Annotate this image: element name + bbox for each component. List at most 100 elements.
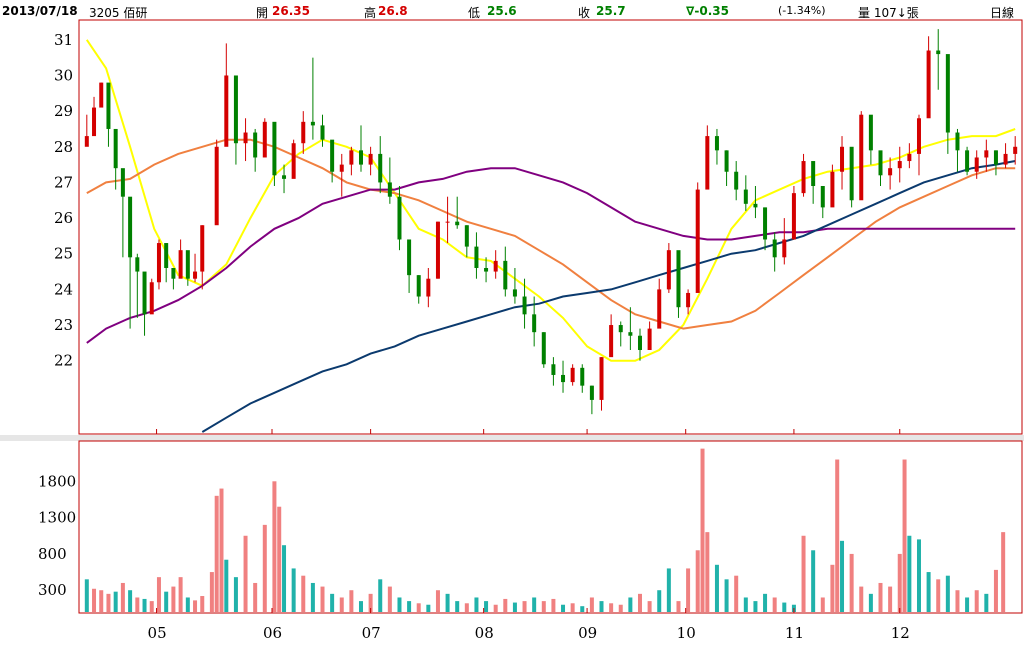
candle-body	[455, 221, 460, 226]
volume-bar	[193, 600, 198, 612]
candle-body	[407, 239, 412, 276]
candle-body	[859, 114, 864, 201]
candle-body	[484, 268, 489, 272]
volume-bar	[445, 593, 450, 612]
candle-body	[628, 332, 633, 336]
candle-body	[657, 289, 662, 329]
volume-bar	[368, 593, 373, 612]
volume-bar	[358, 601, 363, 612]
volume-bar	[782, 602, 787, 612]
month-label: 11	[785, 624, 804, 642]
price-tick-label: 22	[54, 352, 73, 370]
close-value: 25.7	[596, 4, 626, 18]
candle-body	[426, 278, 431, 297]
volume-bar	[541, 601, 546, 612]
volume-bar	[464, 603, 469, 612]
change-percent: (-1.34%)	[778, 4, 826, 17]
candle-body	[368, 153, 373, 165]
candle-body	[926, 50, 931, 119]
candle-body	[214, 146, 219, 226]
candle-body	[512, 289, 517, 297]
volume-bar	[811, 550, 816, 612]
volume-bar	[657, 590, 662, 612]
candle-body	[310, 121, 315, 126]
ma-line-orange	[86, 138, 1016, 330]
volume-bar	[897, 553, 902, 612]
volume-bar	[214, 495, 219, 612]
candle-body	[782, 239, 787, 258]
volume-bar	[878, 582, 883, 612]
volume-tick-label: 300	[38, 581, 67, 599]
candle-body	[916, 118, 921, 154]
volume-bar	[772, 597, 777, 612]
volume-bar	[1001, 532, 1006, 612]
volume-bar	[945, 575, 950, 612]
volume-bar	[695, 550, 700, 612]
volume-bar	[493, 604, 498, 612]
candle-body	[734, 171, 739, 190]
volume-bar	[724, 579, 729, 612]
candle-body	[637, 335, 642, 350]
candle-body	[1013, 146, 1018, 154]
volume-bar	[743, 597, 748, 612]
candle-body	[113, 128, 118, 169]
candle-body	[387, 182, 392, 197]
candle-body	[541, 332, 546, 365]
month-label: 10	[677, 624, 696, 642]
price-panel-frame	[78, 19, 1023, 435]
open-value: 26.35	[272, 4, 310, 18]
candle-body	[200, 225, 205, 272]
candle-body	[878, 150, 883, 176]
volume-bar	[580, 606, 585, 612]
volume-bar	[686, 568, 691, 612]
volume-bar	[840, 540, 845, 612]
candle-body	[589, 385, 594, 400]
volume-bar	[272, 481, 277, 612]
volume-bar	[503, 598, 508, 612]
candle-body	[185, 250, 190, 279]
open-label: 開	[256, 6, 269, 20]
volume-bar	[120, 582, 125, 612]
candle-body	[849, 146, 854, 201]
volume-bar	[902, 459, 907, 612]
candle-body	[503, 260, 508, 290]
candle-body	[358, 150, 363, 165]
price-tick-label: 30	[54, 66, 73, 84]
volume-bar	[484, 601, 489, 612]
month-label: 08	[475, 624, 494, 642]
volume-bar	[209, 572, 214, 612]
volume-bar	[965, 597, 970, 612]
volume-bar	[291, 568, 296, 612]
candle-body	[772, 239, 777, 258]
volume-bar	[253, 582, 258, 612]
price-tick-label: 29	[54, 102, 73, 120]
volume-bar	[835, 459, 840, 612]
candle-body	[705, 136, 710, 190]
candle-body	[936, 50, 941, 55]
candle-body	[724, 150, 729, 172]
volume-bar	[128, 590, 133, 612]
volume-bar	[378, 579, 383, 612]
volume-bar	[888, 586, 893, 612]
volume-bar	[849, 553, 854, 612]
candle-body	[253, 132, 258, 158]
candle-body	[156, 243, 161, 283]
candle-body	[1003, 153, 1008, 165]
candle-body	[811, 161, 816, 186]
candle-body	[580, 367, 585, 386]
candle-body	[272, 121, 277, 176]
volume-bar	[330, 593, 335, 612]
candle-body	[551, 364, 556, 375]
volume-bar	[455, 601, 460, 612]
price-tick-label: 23	[54, 316, 73, 334]
volume-bar	[830, 564, 835, 612]
volume-tick-label: 1300	[38, 509, 76, 527]
candle-body	[609, 325, 614, 358]
close-label: 收	[578, 6, 591, 20]
candle-body	[743, 189, 748, 204]
volume-bar	[801, 535, 806, 612]
month-label: 07	[362, 624, 381, 642]
volume-bar	[859, 586, 864, 612]
candle-body	[974, 157, 979, 172]
candle-body	[135, 257, 140, 272]
